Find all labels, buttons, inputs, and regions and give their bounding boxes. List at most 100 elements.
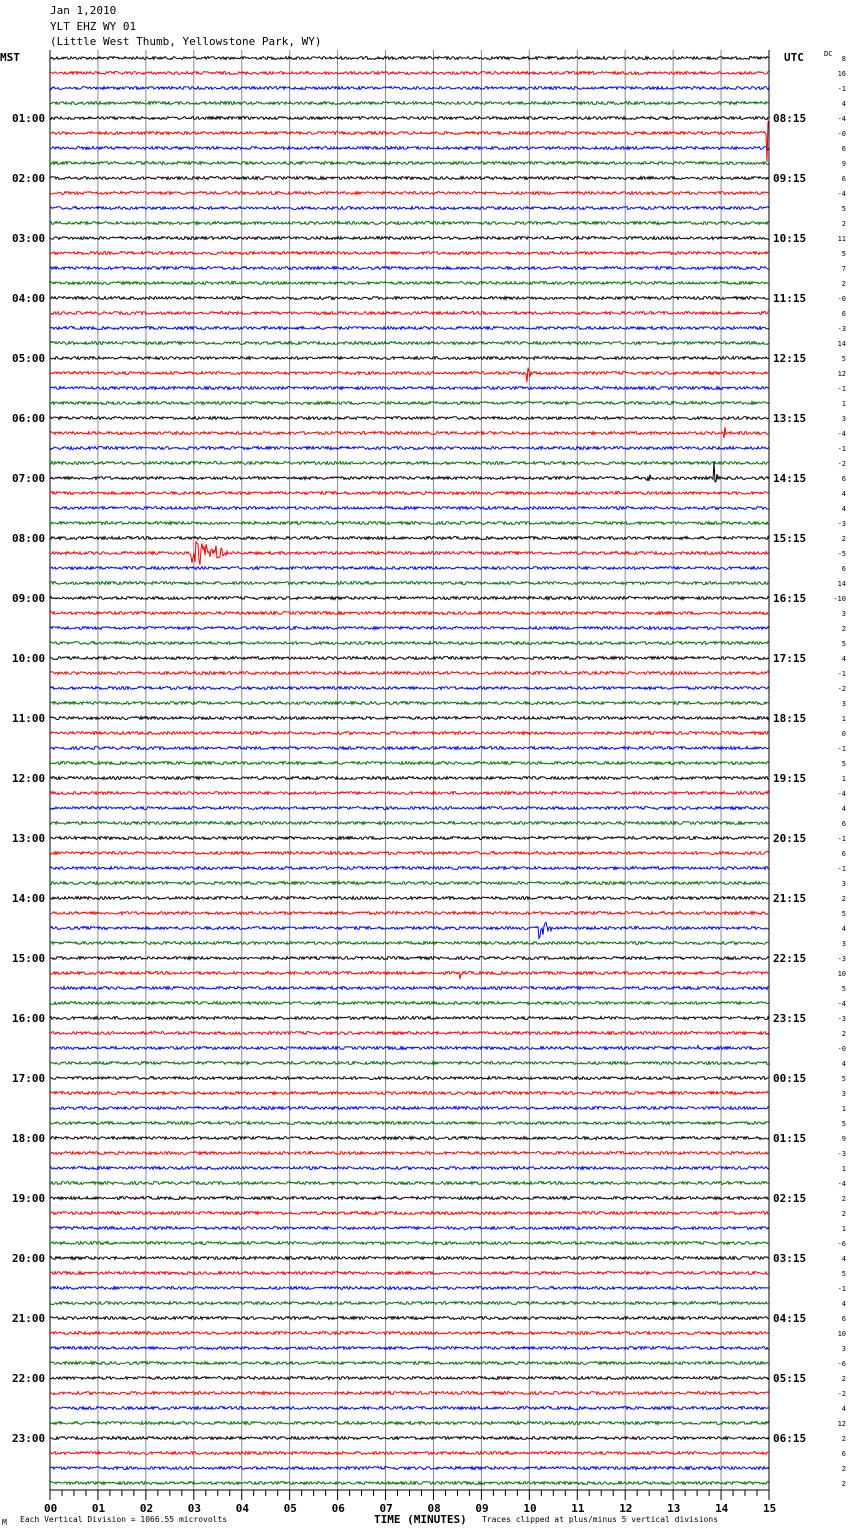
seismic-trace [50, 565, 770, 571]
x-tick-label: 00 [44, 1502, 57, 1515]
seismic-trace [49, 1270, 770, 1276]
x-tick-label: 10 [523, 1502, 536, 1515]
seismic-trace [49, 1315, 769, 1321]
mst-hour-label: 12:00 [12, 772, 45, 785]
dc-offset-value: -1 [838, 745, 846, 753]
station-location: (Little West Thumb, Yellowstone Park, WY… [50, 35, 322, 48]
seismic-trace [49, 921, 770, 941]
dc-offset-value: -3 [838, 1015, 846, 1023]
dc-offset-value: 2 [842, 1465, 846, 1473]
utc-hour-label: 20:15 [773, 832, 806, 845]
seismic-trace [49, 1255, 770, 1261]
seismic-trace [49, 625, 770, 631]
seismic-trace [49, 280, 770, 286]
mst-hour-label: 06:00 [12, 412, 45, 425]
x-axis-title: TIME (MINUTES) [374, 1513, 467, 1526]
utc-hour-label: 06:15 [773, 1432, 806, 1445]
dc-column-title: DC [824, 50, 832, 58]
seismic-trace [49, 119, 770, 162]
dc-offset-value: 3 [842, 610, 846, 618]
dc-offset-value: 6 [842, 175, 846, 183]
seismic-trace [49, 505, 770, 511]
utc-axis-title: UTC [784, 51, 804, 64]
seismic-trace [49, 700, 770, 707]
dc-offset-value: -0 [838, 1045, 846, 1053]
seismic-trace [49, 1300, 770, 1306]
mst-hour-label: 16:00 [12, 1012, 45, 1025]
x-tick-label: 02 [140, 1502, 153, 1515]
dc-offset-value: 3 [842, 880, 846, 888]
seismic-trace [49, 894, 770, 901]
dc-offset-value: -0 [838, 295, 846, 303]
utc-hour-label: 16:15 [773, 592, 806, 605]
dc-offset-value: 4 [842, 805, 846, 813]
mst-hour-label: 01:00 [12, 112, 45, 125]
scale-note: Each Vertical Division = 1066.55 microvo… [20, 1515, 227, 1524]
dc-offset-value: 5 [842, 760, 846, 768]
dc-offset-value: -3 [838, 325, 846, 333]
x-tick-label: 12 [619, 1502, 632, 1515]
seismic-trace [49, 1000, 770, 1006]
dc-offset-value: 14 [838, 580, 846, 588]
seismic-trace [49, 940, 770, 946]
mst-hour-label: 14:00 [12, 892, 45, 905]
mst-hour-label: 03:00 [12, 232, 45, 245]
chart-date: Jan 1,2010 [50, 4, 117, 17]
seismic-trace [49, 340, 770, 346]
dc-offset-value: -10 [833, 595, 846, 603]
dc-offset-value: -1 [838, 85, 846, 93]
x-tick-label: 03 [188, 1502, 201, 1515]
utc-hour-label: 18:15 [773, 712, 806, 725]
seismic-trace [49, 160, 770, 166]
seismic-trace [49, 1225, 770, 1231]
dc-offset-value: 5 [842, 1270, 846, 1278]
seismic-trace [49, 595, 770, 601]
seismic-trace [49, 1135, 770, 1142]
seismic-trace [49, 1450, 769, 1456]
seismic-trace [49, 310, 770, 316]
dc-offset-value: 4 [842, 490, 846, 498]
dc-offset-value: -4 [838, 190, 846, 198]
mst-axis-title: MST [0, 51, 20, 64]
dc-offset-value: -6 [838, 1240, 846, 1248]
dc-offset-value: 14 [838, 340, 846, 348]
seismic-trace [49, 790, 770, 796]
seismic-trace [49, 820, 770, 826]
seismic-trace [49, 220, 770, 226]
dc-offset-value: -1 [838, 385, 846, 393]
x-tick-label: 08 [427, 1502, 440, 1515]
dc-offset-value: -2 [838, 460, 846, 468]
utc-hour-label: 23:15 [773, 1012, 806, 1025]
station-code: YLT EHZ WY 01 [50, 20, 137, 33]
dc-offset-value: 1 [842, 400, 846, 408]
seismic-trace [49, 805, 769, 811]
utc-hour-label: 03:15 [773, 1252, 806, 1265]
dc-offset-value: -2 [838, 685, 846, 693]
dc-offset-value: 11 [838, 235, 846, 243]
dc-offset-value: 5 [842, 985, 846, 993]
utc-hour-label: 15:15 [773, 532, 806, 545]
seismic-trace [49, 1015, 770, 1021]
mst-hour-label: 20:00 [12, 1252, 45, 1265]
seismic-trace [49, 1180, 770, 1186]
x-tick-label: 14 [715, 1502, 729, 1515]
dc-offset-value: -1 [838, 835, 846, 843]
seismic-trace [49, 355, 770, 361]
seismic-trace [49, 295, 770, 301]
dc-offset-value: -3 [838, 520, 846, 528]
mst-hour-label: 02:00 [12, 172, 45, 185]
clip-note: Traces clipped at plus/minus 5 vertical … [482, 1515, 718, 1524]
utc-hour-label: 22:15 [773, 952, 806, 965]
seismic-trace [49, 880, 770, 886]
dc-offset-value: -1 [838, 865, 846, 873]
dc-offset-value: 3 [842, 940, 846, 948]
seismic-trace [49, 760, 770, 767]
utc-hour-label: 02:15 [773, 1192, 806, 1205]
seismic-trace [49, 100, 770, 106]
seismic-trace [49, 865, 770, 871]
seismic-trace [49, 235, 770, 241]
seismic-trace [49, 535, 770, 541]
mst-hour-label: 10:00 [12, 652, 45, 665]
seismic-trace [49, 415, 770, 421]
seismic-trace [49, 85, 770, 91]
